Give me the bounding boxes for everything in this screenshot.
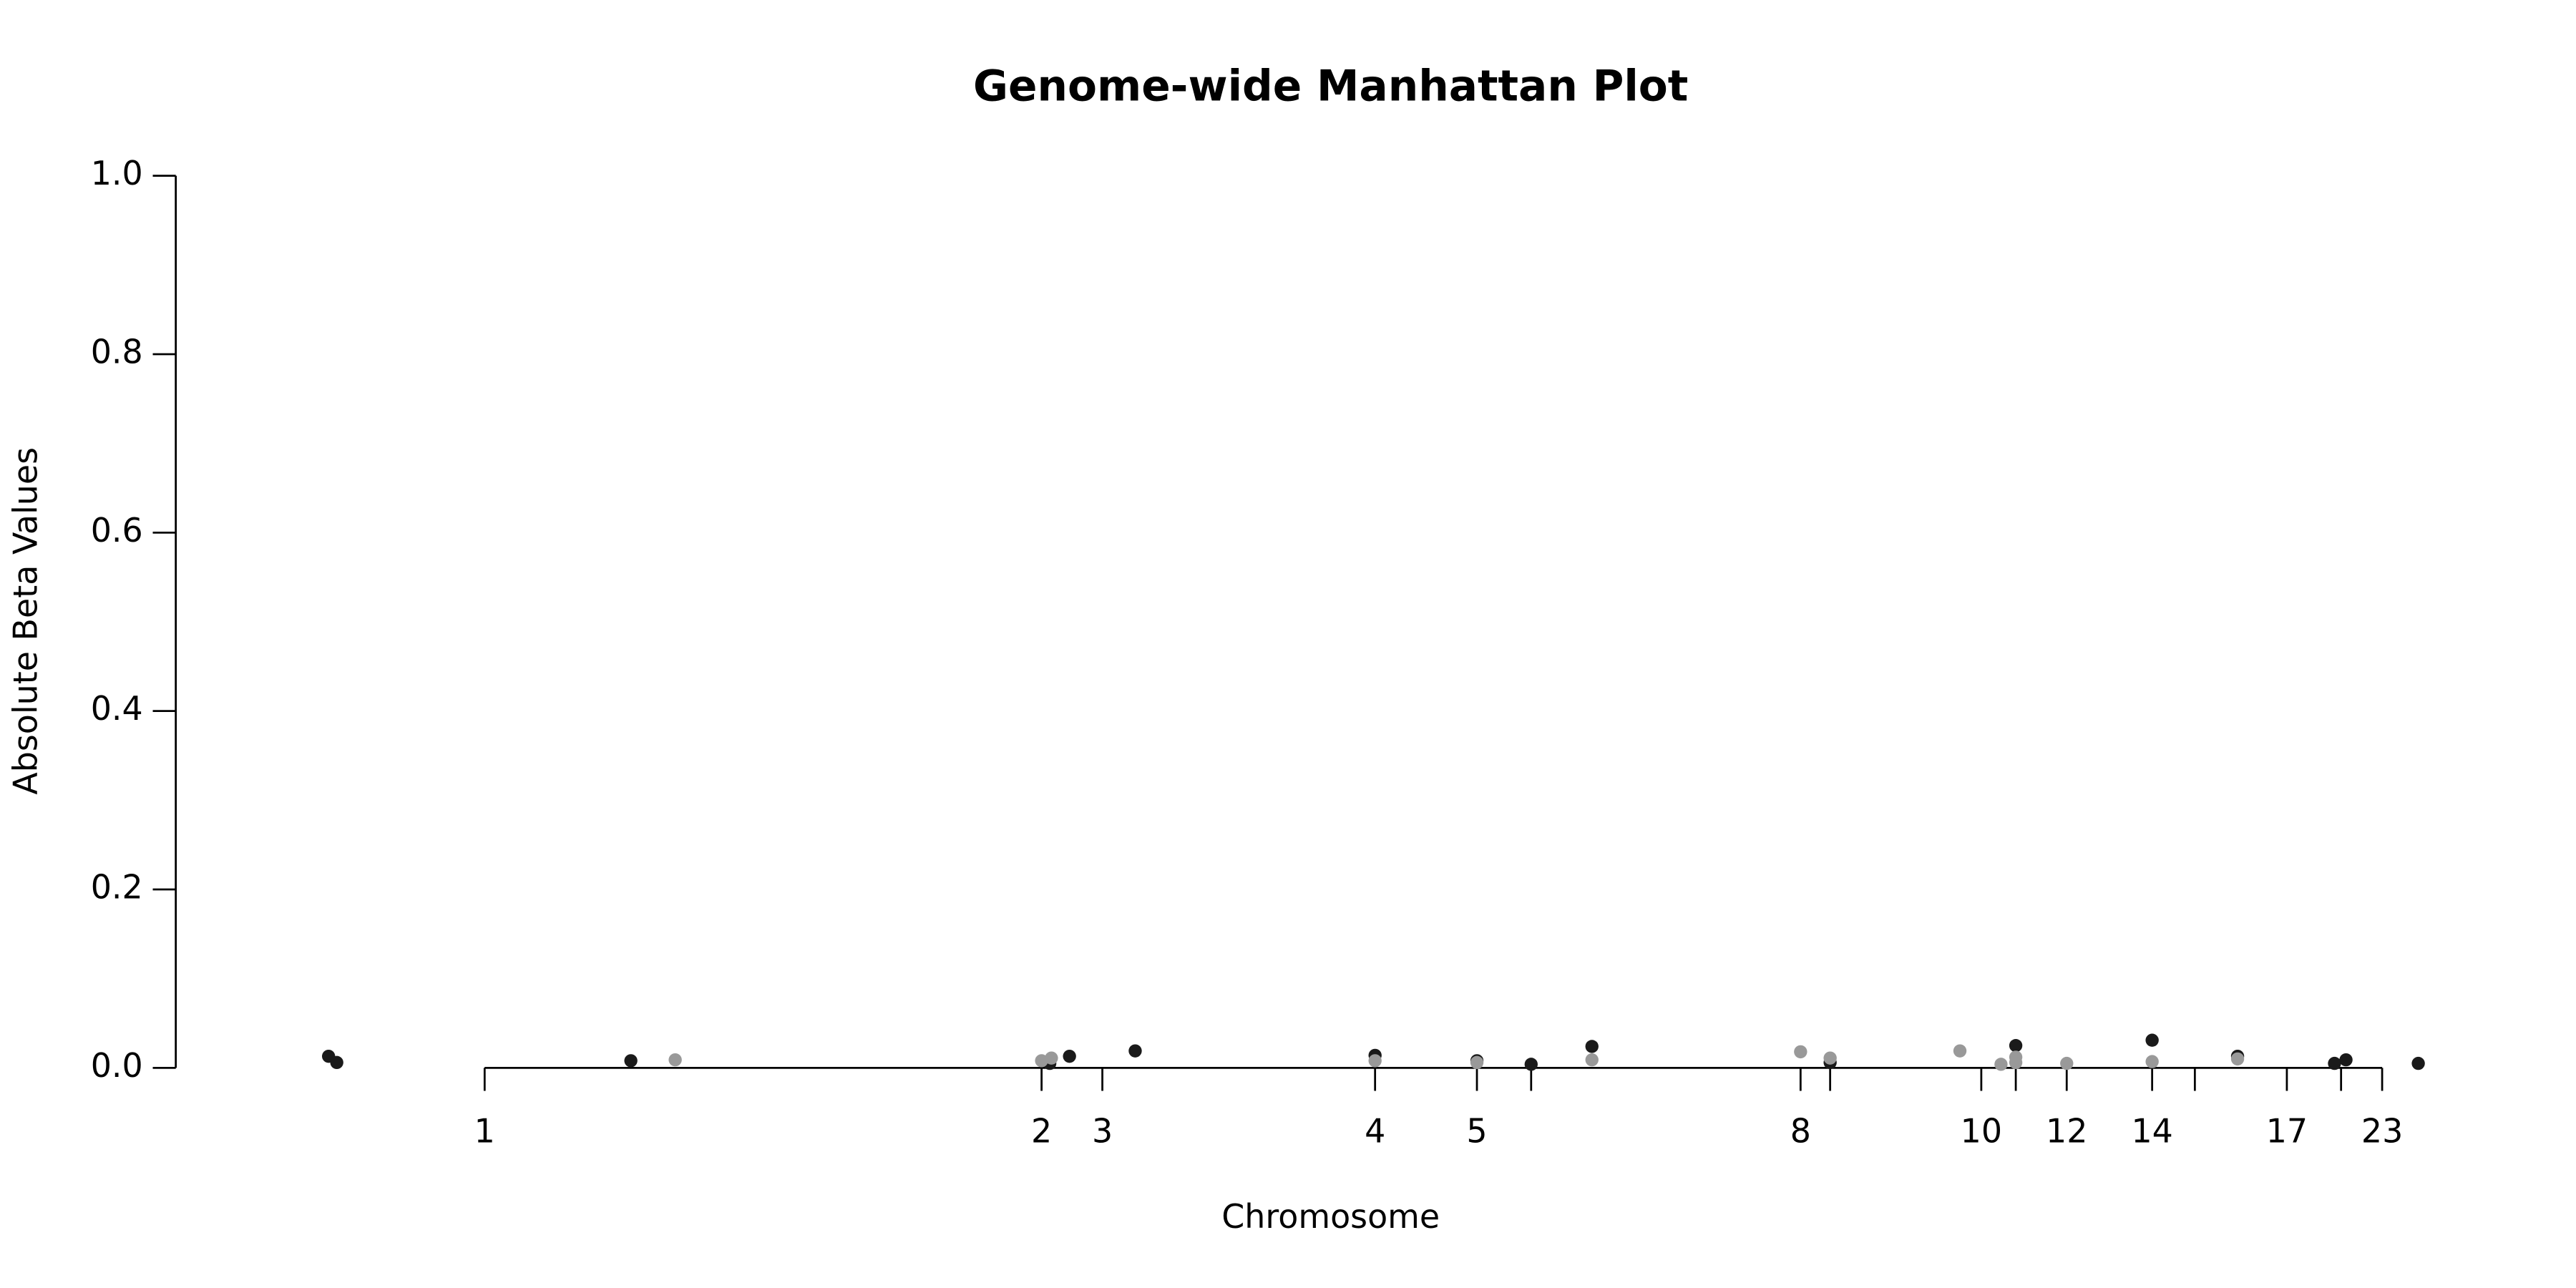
data-point [2230, 1052, 2245, 1066]
data-point [1585, 1040, 1599, 1053]
data-point [2411, 1056, 2425, 1070]
data-point [2339, 1053, 2353, 1067]
y-tick-label: 0.8 [91, 333, 143, 371]
data-point [2145, 1033, 2159, 1047]
data-point [2328, 1056, 2341, 1070]
data-point [1368, 1054, 1382, 1068]
x-tick-label: 1 [474, 1112, 495, 1151]
x-tick-label: 2 [1031, 1112, 1052, 1151]
x-tick-label: 8 [1790, 1112, 1811, 1151]
data-point [1470, 1055, 1484, 1070]
data-point [1585, 1053, 1599, 1067]
y-tick-label: 0.0 [91, 1046, 143, 1085]
x-tick-label: 3 [1092, 1112, 1113, 1151]
y-tick-label: 0.2 [91, 868, 143, 907]
data-point [1128, 1044, 1142, 1058]
data-point [2145, 1055, 2159, 1068]
y-axis-label: Absolute Beta Values [6, 447, 45, 795]
data-point [1524, 1058, 1538, 1071]
data-point [1063, 1049, 1076, 1063]
data-point [1953, 1044, 1967, 1058]
data-point [2060, 1056, 2074, 1070]
x-tick-label: 23 [2361, 1112, 2403, 1151]
x-tick-label: 14 [2131, 1112, 2172, 1151]
chart-title: Genome-wide Manhattan Plot [973, 62, 1688, 112]
data-point [330, 1055, 343, 1070]
x-tick-label: 4 [1365, 1112, 1385, 1151]
x-tick-label: 12 [2046, 1112, 2087, 1151]
x-tick-label: 5 [1466, 1112, 1487, 1151]
data-point [1823, 1051, 1837, 1065]
data-point [2009, 1055, 2023, 1070]
y-tick-label: 0.4 [91, 689, 143, 728]
data-point [2009, 1038, 2023, 1053]
data-point [1794, 1045, 1807, 1059]
data-point [668, 1053, 682, 1067]
data-point [1994, 1058, 2008, 1071]
data-point [1045, 1051, 1058, 1065]
y-tick-label: 0.6 [91, 511, 143, 550]
data-point [1035, 1054, 1048, 1068]
x-axis-label: Chromosome [1221, 1197, 1440, 1236]
x-tick-label: 17 [2266, 1112, 2308, 1151]
data-point [624, 1054, 638, 1068]
y-tick-label: 1.0 [91, 154, 143, 192]
x-tick-label: 10 [1961, 1112, 2002, 1151]
